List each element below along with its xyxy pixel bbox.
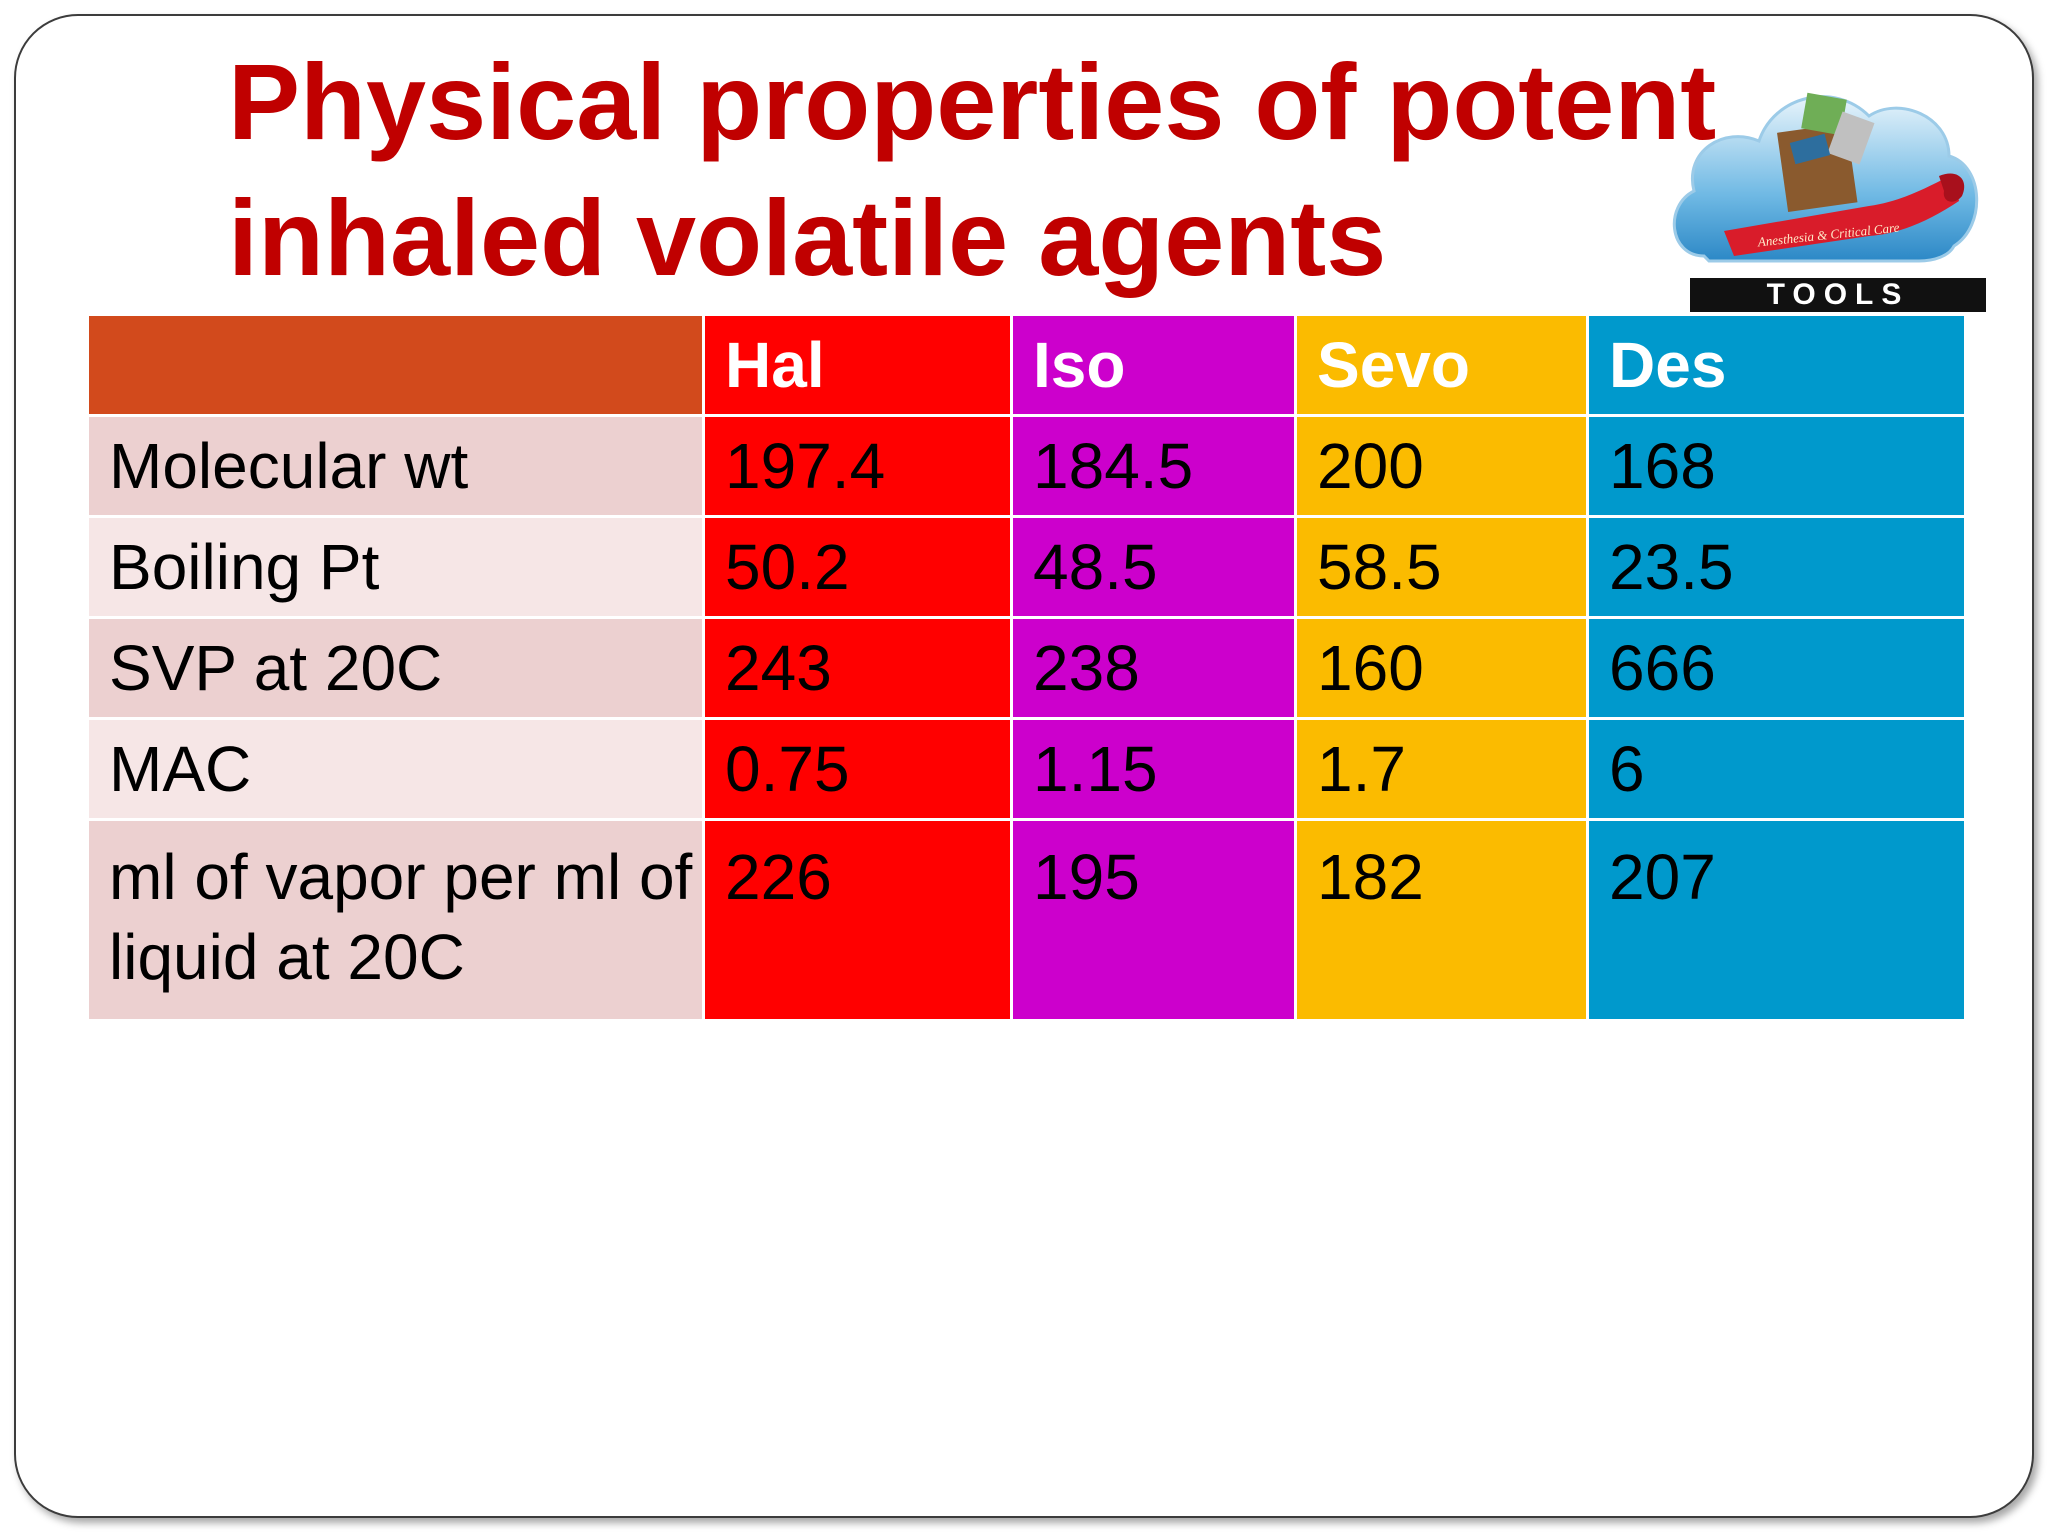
row-label: Molecular wt bbox=[86, 414, 705, 518]
cell-hal: 243 bbox=[702, 616, 1013, 720]
table-row: Boiling Pt 50.2 48.5 58.5 23.5 bbox=[86, 515, 1967, 619]
header-des: Des bbox=[1586, 313, 1967, 417]
cloud-icon: Anesthesia & Critical Care bbox=[1672, 92, 1979, 263]
cell-sevo: 200 bbox=[1294, 414, 1589, 518]
slide-title: Physical properties of potent inhaled vo… bbox=[228, 34, 1848, 306]
cell-hal: 0.75 bbox=[702, 717, 1013, 821]
header-sevo: Sevo bbox=[1294, 313, 1589, 417]
cell-des: 666 bbox=[1586, 616, 1967, 720]
header-iso: Iso bbox=[1010, 313, 1297, 417]
cell-des: 6 bbox=[1586, 717, 1967, 821]
logo-word: TOOLS bbox=[1690, 278, 1986, 312]
header-row: Hal Iso Sevo Des bbox=[86, 313, 1967, 417]
row-label: Boiling Pt bbox=[86, 515, 705, 619]
cell-iso: 238 bbox=[1010, 616, 1297, 720]
cell-hal: 50.2 bbox=[702, 515, 1013, 619]
cell-sevo: 160 bbox=[1294, 616, 1589, 720]
table-row: ml of vapor per ml of liquid at 20C 226 … bbox=[86, 818, 1967, 1022]
cell-iso: 1.15 bbox=[1010, 717, 1297, 821]
header-label-cell bbox=[86, 313, 705, 417]
cell-iso: 48.5 bbox=[1010, 515, 1297, 619]
row-label: MAC bbox=[86, 717, 705, 821]
properties-table: Hal Iso Sevo Des Molecular wt 197.4 184.… bbox=[86, 313, 1967, 1022]
title-line-2: inhaled volatile agents bbox=[228, 177, 1387, 298]
table-row: SVP at 20C 243 238 160 666 bbox=[86, 616, 1967, 720]
cell-sevo: 1.7 bbox=[1294, 717, 1589, 821]
row-label: SVP at 20C bbox=[86, 616, 705, 720]
cell-des: 207 bbox=[1586, 818, 1967, 1022]
cell-hal: 226 bbox=[702, 818, 1013, 1022]
table-row: MAC 0.75 1.15 1.7 6 bbox=[86, 717, 1967, 821]
cell-sevo: 58.5 bbox=[1294, 515, 1589, 619]
cell-des: 23.5 bbox=[1586, 515, 1967, 619]
cell-iso: 195 bbox=[1010, 818, 1297, 1022]
table-row: Molecular wt 197.4 184.5 200 168 bbox=[86, 414, 1967, 518]
cell-des: 168 bbox=[1586, 414, 1967, 518]
title-line-1: Physical properties of potent bbox=[228, 41, 1717, 162]
header-hal: Hal bbox=[702, 313, 1013, 417]
cell-sevo: 182 bbox=[1294, 818, 1589, 1022]
row-label: ml of vapor per ml of liquid at 20C bbox=[86, 818, 705, 1022]
tools-logo: Anesthesia & Critical Care TOOLS bbox=[1664, 56, 1986, 316]
cell-hal: 197.4 bbox=[702, 414, 1013, 518]
cell-iso: 184.5 bbox=[1010, 414, 1297, 518]
